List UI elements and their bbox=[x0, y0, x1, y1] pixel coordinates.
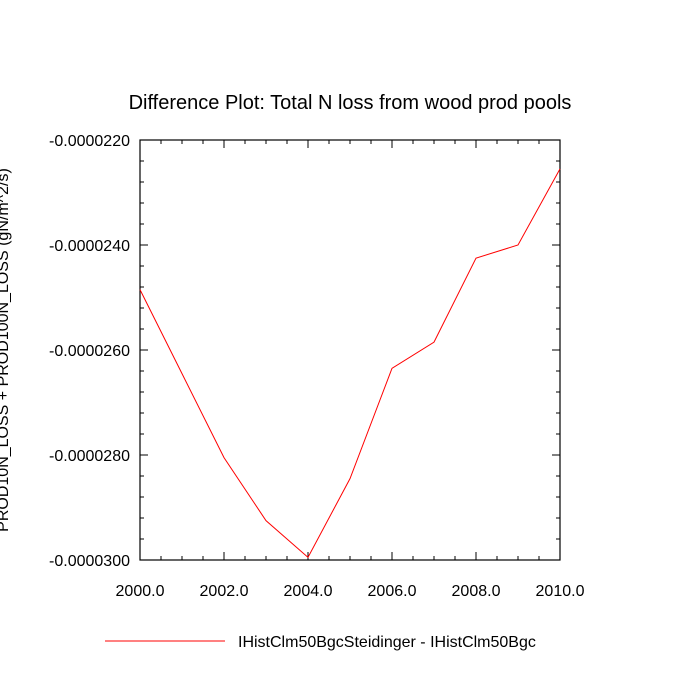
x-tick-label: 2010.0 bbox=[536, 583, 585, 600]
axis-ticks bbox=[139, 139, 561, 561]
y-axis-label: PROD10N_LOSS + PROD100N_LOSS (gN/m^2/s) bbox=[0, 168, 12, 532]
x-tick-labels: 2000.0 2002.0 2004.0 2006.0 2008.0 2010.0 bbox=[116, 583, 585, 600]
series-line bbox=[139, 168, 561, 559]
y-tick-label: -0.0000240 bbox=[49, 238, 130, 255]
y-tick-label: -0.0000260 bbox=[49, 343, 130, 360]
x-tick-label: 2006.0 bbox=[368, 583, 417, 600]
y-tick-label: -0.0000280 bbox=[49, 448, 130, 465]
legend-label: IHistClm50BgcSteidinger - IHistClm50Bgc bbox=[238, 634, 536, 651]
plot-frame bbox=[139, 139, 561, 561]
y-tick-label: -0.0000220 bbox=[49, 133, 130, 150]
y-tick-labels: -0.0000220 -0.0000240 -0.0000260 -0.0000280… bbox=[49, 133, 130, 570]
series-group bbox=[139, 168, 561, 559]
x-tick-label: 2008.0 bbox=[452, 583, 501, 600]
y-tick-label: -0.0000300 bbox=[49, 553, 130, 570]
x-tick-label: 2002.0 bbox=[200, 583, 249, 600]
legend: IHistClm50BgcSteidinger - IHistClm50Bgc bbox=[105, 634, 536, 651]
chart-title: Difference Plot: Total N loss from wood … bbox=[129, 92, 572, 114]
x-tick-label: 2000.0 bbox=[116, 583, 165, 600]
x-tick-label: 2004.0 bbox=[284, 583, 333, 600]
